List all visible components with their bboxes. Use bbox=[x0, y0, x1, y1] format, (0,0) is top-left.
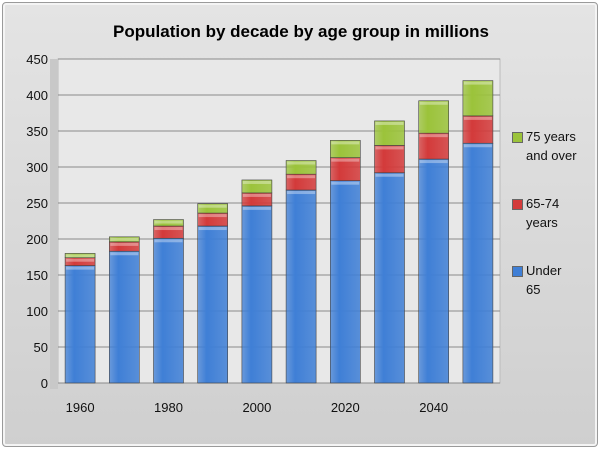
bar-highlight bbox=[242, 180, 271, 184]
bar-highlight bbox=[66, 254, 95, 258]
bar-highlight bbox=[419, 160, 448, 164]
y-tick-label: 300 bbox=[26, 160, 48, 175]
bar-highlight bbox=[331, 158, 360, 162]
bar-segment bbox=[462, 142, 494, 384]
y-tick-label: 150 bbox=[26, 268, 48, 283]
bar-segment bbox=[109, 250, 140, 384]
bar-segment bbox=[64, 253, 96, 259]
plot-wall bbox=[50, 59, 58, 389]
bar-highlight bbox=[463, 144, 492, 148]
y-tick-label: 400 bbox=[26, 88, 48, 103]
legend-label: 75 years bbox=[526, 129, 576, 144]
bar-highlight bbox=[287, 161, 316, 165]
bar-segment bbox=[418, 132, 450, 160]
bar-highlight bbox=[154, 227, 183, 231]
bar-segment bbox=[241, 205, 273, 384]
bar-segment bbox=[374, 172, 405, 384]
bar-segment bbox=[418, 100, 450, 134]
x-tick-label: 2040 bbox=[419, 400, 448, 415]
bar-segment bbox=[285, 160, 317, 175]
bar-highlight bbox=[66, 266, 95, 270]
bar-highlight bbox=[287, 191, 316, 195]
bar-highlight bbox=[154, 239, 183, 243]
bar-highlight bbox=[198, 214, 227, 218]
bar-segment bbox=[109, 236, 140, 243]
legend-label: and over bbox=[526, 148, 577, 163]
bar-segment bbox=[241, 179, 273, 194]
bar-segment bbox=[197, 203, 228, 214]
bar-highlight bbox=[154, 220, 183, 224]
bar-segment bbox=[153, 219, 184, 227]
bar-segment bbox=[374, 145, 405, 174]
bar-segment bbox=[197, 225, 228, 384]
bar-segment bbox=[374, 120, 405, 146]
x-tick-label: 1980 bbox=[154, 400, 183, 415]
bar-highlight bbox=[66, 258, 95, 262]
bar-highlight bbox=[463, 116, 492, 120]
bar-segment bbox=[329, 180, 361, 384]
bar-highlight bbox=[110, 252, 139, 256]
y-tick-label: 250 bbox=[26, 196, 48, 211]
x-tick-label: 1960 bbox=[66, 400, 95, 415]
y-tick-label: 200 bbox=[26, 232, 48, 247]
bar-highlight bbox=[419, 101, 448, 105]
y-tick-label: 450 bbox=[26, 52, 48, 67]
bar-segment bbox=[153, 237, 184, 384]
y-tick-label: 0 bbox=[41, 376, 48, 391]
bar-highlight bbox=[375, 146, 404, 150]
bar-highlight bbox=[331, 181, 360, 185]
y-tick-label: 100 bbox=[26, 304, 48, 319]
legend-swatch bbox=[512, 199, 523, 210]
legend-label: 65 bbox=[526, 282, 541, 297]
bar-highlight bbox=[198, 227, 227, 231]
bar-highlight bbox=[198, 204, 227, 208]
bar-segment bbox=[418, 158, 450, 384]
bar-highlight bbox=[419, 134, 448, 138]
legend-swatch bbox=[512, 132, 523, 143]
bar-highlight bbox=[331, 141, 360, 145]
bar-segment bbox=[462, 80, 494, 117]
bar-highlight bbox=[375, 173, 404, 177]
bar-highlight bbox=[110, 237, 139, 241]
legend-label: years bbox=[526, 215, 558, 230]
chart-title: Population by decade by age group in mil… bbox=[113, 22, 489, 41]
bar-highlight bbox=[110, 242, 139, 246]
y-tick-label: 350 bbox=[26, 124, 48, 139]
bar-segment bbox=[462, 115, 494, 144]
bar-highlight bbox=[287, 175, 316, 179]
bar-segment bbox=[64, 265, 96, 384]
legend-label: 65-74 bbox=[526, 196, 560, 211]
bar-highlight bbox=[463, 81, 492, 85]
y-tick-label: 50 bbox=[34, 340, 48, 355]
x-tick-label: 2020 bbox=[331, 400, 360, 415]
legend-swatch bbox=[512, 266, 523, 277]
bar-highlight bbox=[242, 193, 271, 197]
bar-segment bbox=[329, 140, 361, 158]
x-tick-label: 2000 bbox=[242, 400, 271, 415]
bar-segment bbox=[285, 189, 317, 384]
bar-highlight bbox=[242, 206, 271, 210]
legend-label: Under bbox=[526, 263, 562, 278]
bar-highlight bbox=[375, 121, 404, 125]
